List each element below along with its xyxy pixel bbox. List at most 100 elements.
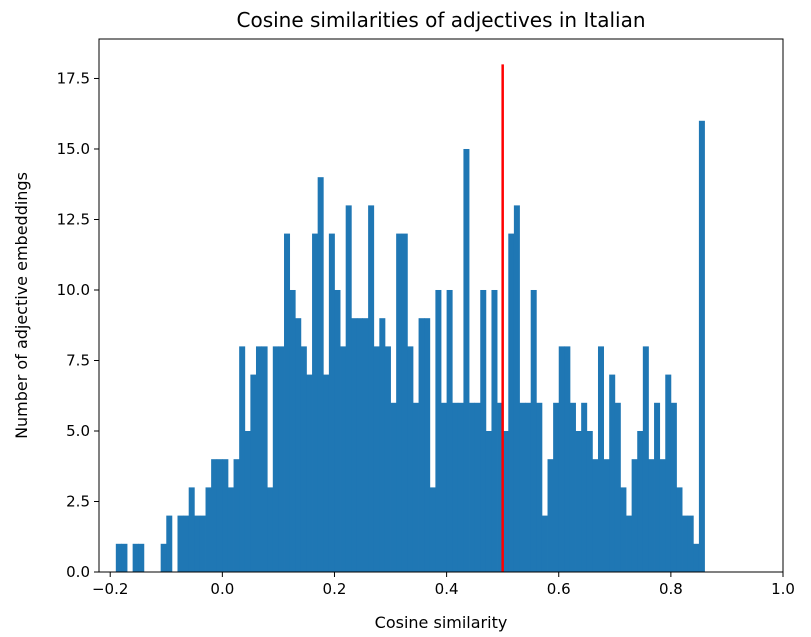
histogram-bar (631, 459, 638, 572)
histogram-bar (407, 346, 414, 572)
histogram-bar (227, 487, 234, 572)
histogram-bar (138, 543, 145, 572)
y-tick-label: 2.5 (66, 492, 90, 510)
histogram-bar (682, 515, 689, 572)
histogram-bar (323, 374, 330, 572)
histogram-bar (306, 374, 313, 572)
histogram-bar (429, 487, 436, 572)
histogram-bar (295, 318, 302, 572)
x-axis-label: Cosine similarity (375, 613, 508, 632)
histogram-bar (648, 459, 655, 572)
histogram-bar (502, 430, 509, 572)
histogram-bar (541, 515, 548, 572)
histogram-bar (317, 177, 324, 572)
x-tick-label: 0.0 (210, 580, 234, 598)
histogram-bar (558, 346, 565, 572)
histogram-bar (469, 402, 476, 572)
y-tick-label: 0.0 (66, 563, 90, 581)
histogram-bar (328, 233, 335, 573)
histogram-bar (250, 374, 257, 572)
histogram-bar (340, 346, 347, 572)
histogram-bar (160, 543, 167, 572)
histogram-bar (435, 289, 442, 572)
histogram-bar (216, 459, 223, 572)
histogram-bar (547, 459, 554, 572)
histogram-bar (480, 289, 487, 572)
histogram-bar (356, 318, 363, 572)
histogram-bar (199, 515, 206, 572)
histogram-bar (267, 487, 274, 572)
histogram-bar (244, 430, 251, 572)
histogram-bar (497, 402, 504, 572)
plot-frame (98, 38, 784, 573)
x-tick-label: 1.0 (771, 580, 795, 598)
histogram-bar (345, 205, 352, 573)
histogram-bar (233, 459, 240, 572)
histogram-bar (698, 120, 705, 572)
histogram-bar (121, 543, 128, 572)
histogram-bar (373, 346, 380, 572)
histogram-bar (222, 459, 229, 572)
histogram-bar (261, 346, 268, 572)
histogram-bar (597, 346, 604, 572)
x-axis: −0.2 0.0 0.2 0.4 0.6 0.8 1.0 (92, 572, 795, 598)
histogram-bar (412, 402, 419, 572)
histogram-bar (581, 402, 588, 572)
histogram-bar (289, 289, 296, 572)
histogram-bar (603, 459, 610, 572)
histogram-bar (525, 402, 532, 572)
histogram-bar (362, 318, 369, 572)
histogram-bar (334, 289, 341, 572)
histogram-bar (637, 430, 644, 572)
histogram-bar (474, 402, 481, 572)
histogram-bar (115, 543, 122, 572)
histogram-bar (536, 402, 543, 572)
histogram-bar (379, 318, 386, 572)
histogram-bar (255, 346, 262, 572)
histogram-bar (441, 402, 448, 572)
x-tick-label: 0.6 (547, 580, 571, 598)
histogram-bar (485, 430, 492, 572)
y-tick-label: 7.5 (66, 351, 90, 369)
histogram-bar (687, 515, 694, 572)
histogram-bar (205, 487, 212, 572)
histogram-bar (620, 487, 627, 572)
histogram-bar (614, 402, 621, 572)
histogram-bar (693, 543, 700, 572)
histogram-bar (384, 346, 391, 572)
histogram-bar (530, 289, 537, 572)
histogram-bar (508, 233, 515, 573)
x-tick-label: 0.4 (435, 580, 459, 598)
histogram-bar (211, 459, 218, 572)
histogram-bar (194, 515, 201, 572)
histogram-bar (351, 318, 358, 572)
bars-group (115, 120, 705, 573)
histogram-bar (424, 318, 431, 572)
histogram-bar (457, 402, 464, 572)
histogram-bar (284, 233, 291, 573)
x-tick-label: −0.2 (92, 580, 128, 598)
histogram-bar (676, 487, 683, 572)
histogram-bar (452, 402, 459, 572)
y-tick-label: 12.5 (57, 210, 90, 228)
histogram-bar (418, 318, 425, 572)
histogram-bar (132, 543, 139, 572)
histogram-bar (401, 233, 408, 573)
y-tick-label: 17.5 (57, 69, 90, 87)
histogram-bar (446, 289, 453, 572)
y-tick-label: 10.0 (57, 281, 90, 299)
histogram-bar (272, 346, 279, 572)
histogram-bar (396, 233, 403, 573)
histogram-bar (586, 430, 593, 572)
histogram-bar (166, 515, 173, 572)
histogram-bar (463, 148, 470, 572)
histogram-bar (278, 346, 285, 572)
histogram-bar (519, 402, 526, 572)
y-tick-label: 5.0 (66, 422, 90, 440)
chart-title: Cosine similarities of adjectives in Ita… (237, 8, 646, 32)
histogram-bar (659, 459, 666, 572)
histogram-bar (670, 402, 677, 572)
histogram-bar (564, 346, 571, 572)
histogram-bar (188, 487, 195, 572)
